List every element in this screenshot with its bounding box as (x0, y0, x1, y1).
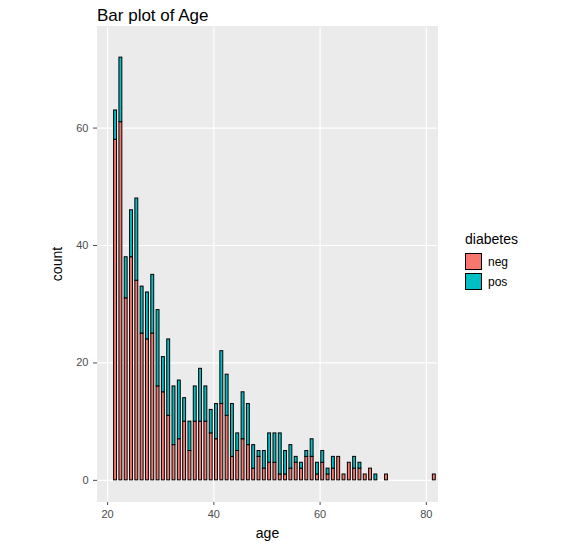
svg-text:60: 60 (76, 122, 88, 134)
svg-text:40: 40 (76, 239, 88, 251)
svg-text:age: age (256, 525, 280, 541)
svg-text:count: count (49, 247, 65, 281)
html-text:Bar plot of Age: Bar plot of Age (97, 6, 209, 25)
svg-text:20: 20 (76, 356, 88, 368)
html-text:pos: pos (488, 274, 508, 289)
svg-text:20: 20 (101, 508, 113, 520)
svg-text:80: 80 (420, 508, 432, 520)
html-text:neg: neg (488, 254, 508, 269)
svg-text:0: 0 (82, 474, 88, 486)
html-text:diabetes: diabetes (465, 231, 518, 247)
svg-text:60: 60 (314, 508, 326, 520)
svg-text:40: 40 (208, 508, 220, 520)
